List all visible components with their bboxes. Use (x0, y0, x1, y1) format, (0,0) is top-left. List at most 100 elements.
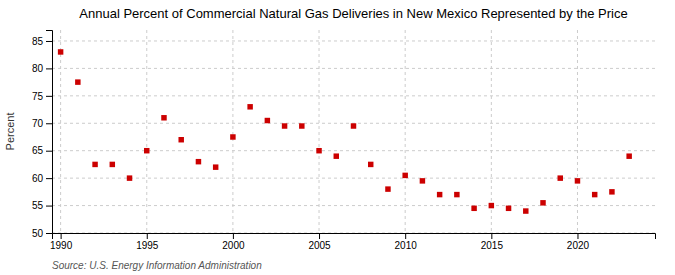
point (178, 137, 183, 142)
tick: 1990 (50, 233, 73, 251)
tick: 60 (32, 173, 52, 184)
grid-line (52, 178, 655, 179)
point (127, 175, 132, 180)
point (334, 153, 339, 158)
point (592, 192, 597, 197)
tick: 1995 (136, 233, 159, 251)
point (299, 123, 304, 128)
tick-label: 50 (32, 228, 44, 239)
tick-label: 2005 (308, 240, 331, 251)
grid-line (405, 30, 406, 233)
tick-label: 2015 (481, 240, 504, 251)
point (144, 148, 149, 153)
tick-mark (61, 233, 62, 239)
tick-label: 75 (32, 91, 44, 102)
tick: 2000 (222, 233, 245, 251)
point (58, 49, 63, 54)
tick-mark (147, 233, 148, 239)
chart: 1990 1995 2000 2005 2010 2015 2020 50 55 60 65 70 75… (0, 0, 675, 275)
point (196, 159, 201, 164)
tick-mark (46, 206, 52, 207)
tick-label: 60 (32, 173, 44, 184)
point (471, 206, 476, 211)
point (282, 123, 287, 128)
point (368, 162, 373, 167)
y-axis: 50 55 60 65 70 75 80 85 (32, 31, 53, 239)
tick-label: 80 (32, 63, 44, 74)
grid-line (319, 30, 320, 233)
point (454, 192, 459, 197)
tick: 2005 (308, 233, 331, 251)
point (92, 162, 97, 167)
tick-mark (46, 123, 52, 124)
tick-mark (233, 233, 234, 239)
grid-line (52, 68, 655, 69)
title: Annual Percent of Commercial Natural Gas… (79, 6, 627, 21)
point (247, 104, 252, 109)
point (161, 115, 166, 120)
point (385, 186, 390, 191)
grid-line (52, 205, 655, 206)
x-axis: 1990 1995 2000 2005 2010 2015 2020 (50, 233, 656, 251)
tick-mark (577, 233, 578, 239)
tick-label: 70 (32, 118, 44, 129)
tick-mark (405, 233, 406, 239)
grid (52, 30, 655, 233)
grid-line (52, 95, 655, 96)
tick-mark (319, 233, 320, 239)
grid-line (491, 30, 492, 233)
tick: 80 (32, 63, 52, 74)
tick-mark (46, 41, 52, 42)
tick-label: 85 (32, 36, 44, 47)
tick-label: 65 (32, 145, 44, 156)
tick-label: 1990 (50, 240, 73, 251)
point (558, 175, 563, 180)
tick-label: 55 (32, 200, 44, 211)
tick-mark (46, 151, 52, 152)
point (402, 173, 407, 178)
point (420, 178, 425, 183)
annotation: Source: U.S. Energy Information Administ… (52, 260, 262, 271)
tick-label: 2000 (222, 240, 245, 251)
grid-line (232, 30, 233, 233)
point (265, 118, 270, 123)
tick-mark (46, 233, 52, 234)
point (75, 79, 80, 84)
axis-line (53, 234, 656, 240)
point (437, 192, 442, 197)
grid-line (577, 30, 578, 233)
y-axis-label: Percent (4, 113, 16, 151)
point (110, 162, 115, 167)
tick: 50 (32, 228, 52, 239)
grid-line (52, 40, 655, 41)
tick: 2015 (481, 233, 504, 251)
tick: 65 (32, 145, 52, 156)
point (540, 200, 545, 205)
tick-mark (46, 68, 52, 69)
tick: 70 (32, 118, 52, 129)
point (575, 178, 580, 183)
tick: 75 (32, 91, 52, 102)
tick-label: 2020 (567, 240, 590, 251)
points (58, 49, 632, 214)
grid-line (60, 30, 61, 233)
tick-mark (46, 96, 52, 97)
tick-mark (46, 178, 52, 179)
point (609, 189, 614, 194)
tick-mark (491, 233, 492, 239)
plot: 1990 1995 2000 2005 2010 2015 2020 50 55 60 65 70 75… (32, 30, 656, 251)
tick: 85 (32, 36, 52, 47)
point (316, 148, 321, 153)
axis-line (46, 31, 53, 234)
tick-label: 1995 (136, 240, 159, 251)
tick: 2020 (567, 233, 590, 251)
point (489, 203, 494, 208)
grid-line (52, 150, 655, 151)
tick: 2010 (395, 233, 418, 251)
point (626, 153, 631, 158)
point (506, 206, 511, 211)
point (351, 123, 356, 128)
point (230, 134, 235, 139)
tick: 55 (32, 200, 52, 211)
point (213, 164, 218, 169)
